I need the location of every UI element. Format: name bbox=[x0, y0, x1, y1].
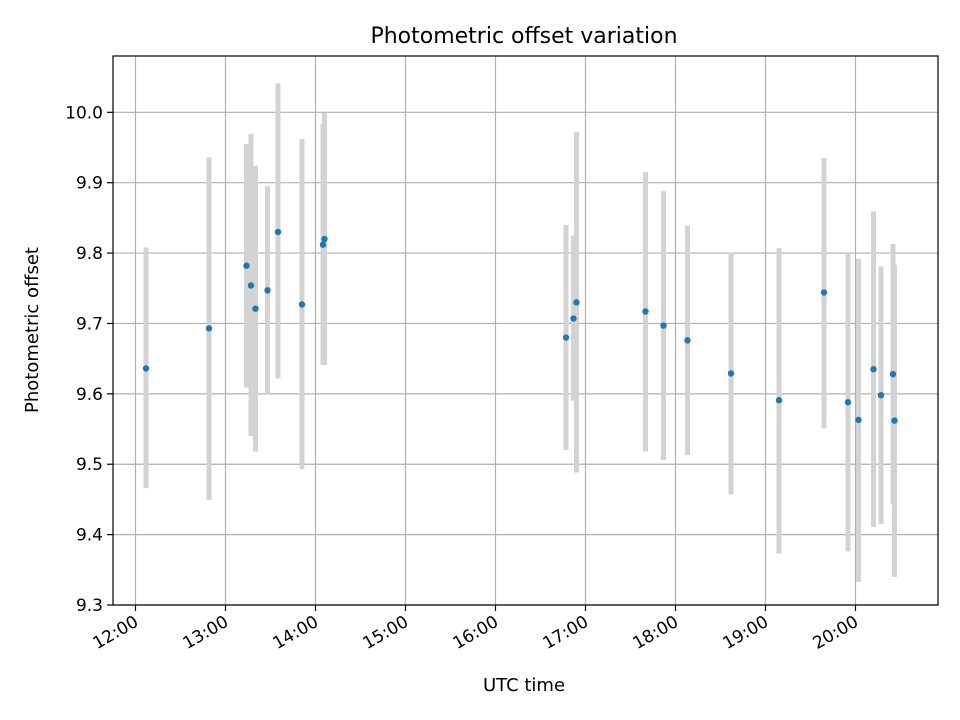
y-tick-label: 9.9 bbox=[76, 174, 103, 194]
data-points bbox=[142, 228, 898, 424]
data-point bbox=[684, 337, 691, 344]
x-tick-label: 20:00 bbox=[810, 612, 862, 654]
data-point bbox=[570, 315, 577, 322]
data-point bbox=[891, 417, 898, 424]
x-tick-label: 14:00 bbox=[270, 612, 322, 654]
data-point bbox=[727, 370, 735, 377]
data-point bbox=[660, 322, 667, 329]
x-tick-label: 13:00 bbox=[180, 612, 232, 654]
data-point bbox=[889, 370, 897, 378]
data-point bbox=[319, 241, 327, 248]
y-tick-label: 9.8 bbox=[76, 244, 103, 264]
x-tick-label: 19:00 bbox=[720, 612, 772, 654]
y-tick-label: 9.6 bbox=[76, 385, 103, 405]
data-point bbox=[820, 289, 828, 296]
y-tick-label: 9.7 bbox=[76, 314, 103, 334]
y-tick-label: 9.3 bbox=[76, 596, 103, 616]
data-point bbox=[573, 299, 580, 306]
chart-title: Photometric offset variation bbox=[370, 24, 677, 49]
y-tick-label: 10.0 bbox=[65, 103, 103, 123]
data-point bbox=[855, 416, 862, 424]
data-point bbox=[274, 228, 282, 236]
plot-frame bbox=[112, 55, 939, 606]
data-point bbox=[264, 287, 271, 294]
data-point bbox=[243, 262, 250, 269]
x-tick-label: 16:00 bbox=[450, 612, 502, 654]
grid bbox=[113, 56, 938, 606]
data-point bbox=[562, 334, 570, 341]
data-point bbox=[870, 366, 877, 373]
data-point bbox=[844, 399, 852, 406]
data-point bbox=[298, 301, 306, 308]
data-point bbox=[205, 325, 213, 332]
error-bars bbox=[143, 83, 897, 582]
data-point bbox=[252, 305, 259, 312]
x-axis-label: UTC time bbox=[483, 675, 565, 696]
x-tick-label: 15:00 bbox=[360, 612, 412, 654]
y-axis-label: Photometric offset bbox=[22, 247, 43, 413]
data-point bbox=[877, 392, 885, 399]
y-tick-label: 9.5 bbox=[76, 455, 103, 475]
data-point bbox=[775, 396, 783, 404]
data-point bbox=[642, 308, 649, 315]
y-tick-label: 9.4 bbox=[76, 526, 103, 546]
data-point bbox=[321, 235, 328, 243]
x-tick-label: 18:00 bbox=[630, 612, 682, 654]
x-axis-ticks: 12:00 13:00 14:00 15:00 16:00 17:00 18:00 19:00… bbox=[90, 605, 862, 654]
data-point bbox=[142, 365, 150, 372]
x-tick-label: 17:00 bbox=[540, 612, 592, 654]
y-axis-ticks: 9.3 9.4 9.5 9.6 9.7 9.8 9.9 10.0 bbox=[65, 103, 113, 616]
data-point bbox=[247, 282, 255, 289]
x-tick-label: 12:00 bbox=[90, 612, 142, 654]
